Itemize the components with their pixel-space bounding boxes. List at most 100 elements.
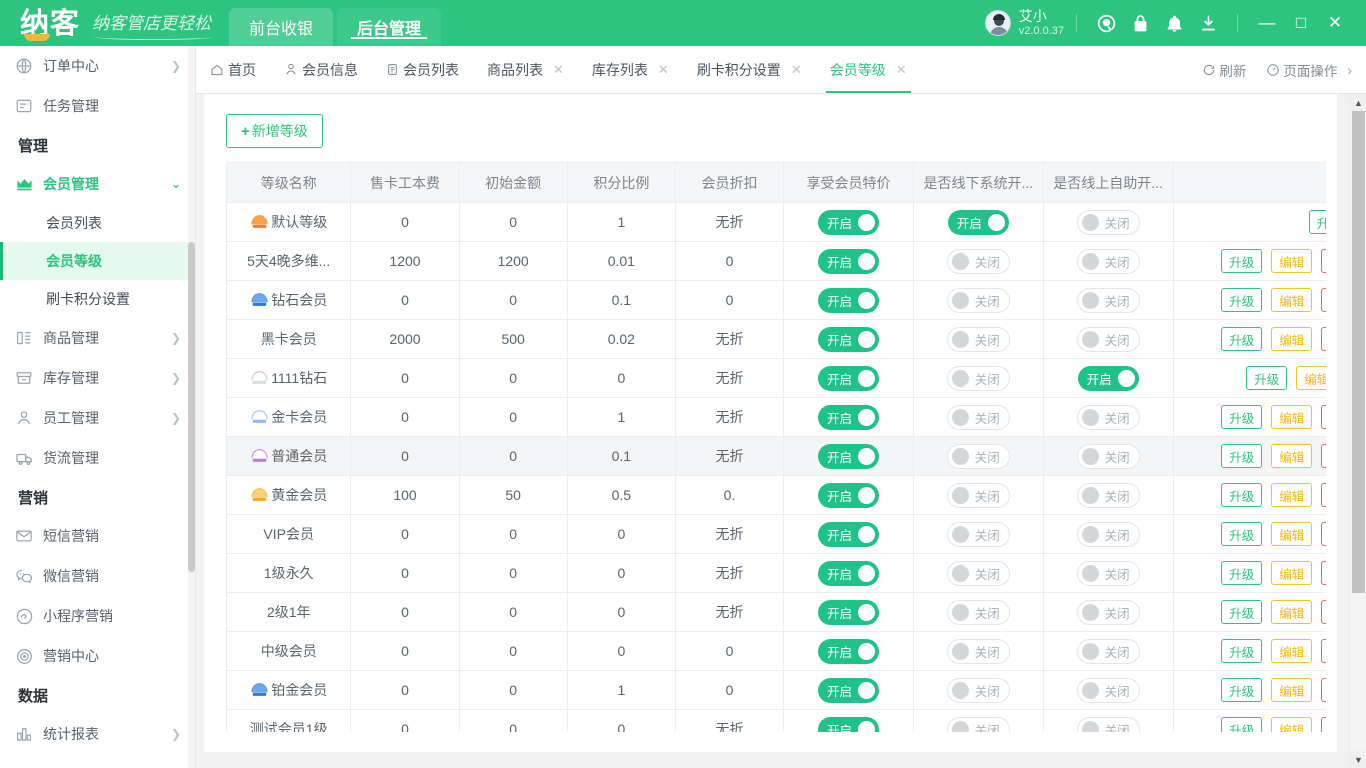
member-special-toggle[interactable]: 开启 — [817, 248, 879, 274]
upgrade-button[interactable]: 升级 — [1221, 405, 1263, 429]
member-special-toggle[interactable]: 开启 — [817, 209, 879, 235]
delete-button[interactable]: 删除 — [1321, 444, 1326, 468]
sidebar-item-order-center[interactable]: 订单中心 ❯ — [0, 46, 195, 86]
col-online-self[interactable]: 是否线上自助开... — [1042, 162, 1174, 203]
upgrade-button[interactable]: 升级 — [1221, 678, 1263, 702]
member-special-toggle[interactable]: 开启 — [817, 443, 879, 469]
content-scrollbar-thumb[interactable] — [1352, 111, 1365, 593]
scroll-up-arrow-icon[interactable]: ▲ — [1350, 94, 1366, 111]
table-row[interactable]: VIP会员000无折开启关闭关闭升级编辑删除门店线下开卡限制 — [226, 514, 1326, 554]
upgrade-button[interactable]: 升级 — [1221, 639, 1263, 663]
upgrade-button[interactable]: 升级 — [1221, 288, 1263, 312]
sidebar-item-card-points-settings[interactable]: 刷卡积分设置 — [0, 280, 195, 318]
user-menu[interactable]: 艾小 v2.0.0.37 — [984, 8, 1064, 37]
col-member-special[interactable]: 享受会员特价 — [783, 162, 914, 203]
table-row[interactable]: 默认等级001无折开启开启关闭升级编辑 — [226, 202, 1326, 242]
minimize-button[interactable]: — — [1258, 13, 1276, 32]
download-icon[interactable] — [1191, 6, 1225, 40]
table-row[interactable]: 铂金会员0010开启关闭关闭升级编辑删除门店线下开卡限制 — [226, 670, 1326, 710]
delete-button[interactable]: 删除 — [1321, 678, 1326, 702]
member-special-toggle[interactable]: 开启 — [817, 677, 879, 703]
offline-system-toggle[interactable]: 关闭 — [946, 326, 1010, 352]
sidebar-item-member-management[interactable]: 会员管理 ⌄ — [0, 164, 195, 204]
edit-button[interactable]: 编辑 — [1271, 561, 1313, 585]
online-self-toggle[interactable]: 关闭 — [1076, 209, 1140, 235]
offline-system-toggle[interactable]: 关闭 — [946, 638, 1010, 664]
offline-system-toggle[interactable]: 关闭 — [946, 443, 1010, 469]
close-icon[interactable]: ✕ — [790, 61, 802, 77]
delete-button[interactable]: 删除 — [1321, 717, 1326, 732]
offline-system-toggle[interactable]: 开启 — [947, 209, 1009, 235]
headset-support-icon[interactable] — [1089, 6, 1123, 40]
sidebar-item-task-management[interactable]: 任务管理 — [0, 86, 195, 126]
member-special-toggle[interactable]: 开启 — [817, 638, 879, 664]
tab-card-points-settings[interactable]: 刷卡积分设置 ✕ — [683, 46, 816, 93]
add-level-button[interactable]: + 新增等级 — [226, 114, 323, 148]
bell-notification-icon[interactable] — [1157, 6, 1191, 40]
edit-button[interactable]: 编辑 — [1271, 522, 1313, 546]
member-special-toggle[interactable]: 开启 — [817, 716, 879, 732]
table-row[interactable]: 金卡会员001无折开启关闭关闭升级编辑删除门店线下开卡限制 — [226, 397, 1326, 437]
offline-system-toggle[interactable]: 关闭 — [946, 599, 1010, 625]
member-special-toggle[interactable]: 开启 — [817, 521, 879, 547]
sidebar-item-marketing-center[interactable]: 营销中心 — [0, 636, 195, 676]
tab-home[interactable]: 首页 — [196, 46, 270, 93]
tab-member-info[interactable]: 会员信息 — [270, 46, 372, 93]
tab-member-level[interactable]: 会员等级 ✕ — [816, 46, 921, 93]
delete-button[interactable]: 删除 — [1321, 522, 1326, 546]
online-self-toggle[interactable]: 关闭 — [1076, 404, 1140, 430]
online-self-toggle[interactable]: 关闭 — [1076, 482, 1140, 508]
edit-button[interactable]: 编辑 — [1271, 483, 1313, 507]
upgrade-button[interactable]: 升级 — [1221, 249, 1263, 273]
content-scrollbar[interactable]: ▲ ▼ — [1349, 94, 1366, 768]
online-self-toggle[interactable]: 关闭 — [1076, 443, 1140, 469]
upgrade-button[interactable]: 升级 — [1221, 444, 1263, 468]
col-member-discount[interactable]: 会员折扣 — [674, 162, 785, 203]
offline-system-toggle[interactable]: 关闭 — [946, 365, 1010, 391]
sidebar-item-statistics-reports[interactable]: 统计报表 ❯ — [0, 714, 195, 754]
table-row[interactable]: 1111钻石000无折开启关闭开启升级编辑门店线下开卡限制 — [226, 358, 1326, 398]
sidebar-scrollbar[interactable] — [188, 46, 195, 768]
table-row[interactable]: 中级会员0000开启关闭关闭升级编辑删除门店线下开卡限制 — [226, 631, 1326, 671]
member-special-toggle[interactable]: 开启 — [817, 560, 879, 586]
upgrade-button[interactable]: 升级 — [1221, 717, 1263, 732]
table-row[interactable]: 1级永久000无折开启关闭关闭升级编辑删除门店线下开卡限制 — [226, 553, 1326, 593]
sidebar-item-logistics-management[interactable]: 货流管理 — [0, 438, 195, 478]
online-self-toggle[interactable]: 关闭 — [1076, 716, 1140, 732]
offline-system-toggle[interactable]: 关闭 — [946, 404, 1010, 430]
offline-system-toggle[interactable]: 关闭 — [946, 677, 1010, 703]
member-special-toggle[interactable]: 开启 — [817, 404, 879, 430]
edit-button[interactable]: 编辑 — [1271, 288, 1313, 312]
sidebar-item-member-list[interactable]: 会员列表 — [0, 204, 195, 242]
col-level-name[interactable]: 等级名称 — [226, 162, 352, 203]
edit-button[interactable]: 编辑 — [1271, 327, 1313, 351]
delete-button[interactable]: 删除 — [1321, 600, 1326, 624]
upgrade-button[interactable]: 升级 — [1221, 600, 1263, 624]
tab-inventory-list[interactable]: 库存列表 ✕ — [578, 46, 683, 93]
col-initial-amount[interactable]: 初始金额 — [458, 162, 568, 203]
upgrade-button[interactable]: 升级 — [1221, 561, 1263, 585]
member-special-toggle[interactable]: 开启 — [817, 482, 879, 508]
member-special-toggle[interactable]: 开启 — [817, 287, 879, 313]
scroll-down-arrow-icon[interactable]: ▼ — [1350, 751, 1366, 768]
member-special-toggle[interactable]: 开启 — [817, 599, 879, 625]
tab-goods-list[interactable]: 商品列表 ✕ — [473, 46, 578, 93]
delete-button[interactable]: 删除 — [1321, 327, 1326, 351]
maximize-button[interactable]: □ — [1295, 13, 1307, 32]
offline-system-toggle[interactable]: 关闭 — [946, 521, 1010, 547]
sidebar-item-miniprogram-marketing[interactable]: 小程序营销 — [0, 596, 195, 636]
online-self-toggle[interactable]: 关闭 — [1076, 560, 1140, 586]
upgrade-button[interactable]: 升级 — [1221, 327, 1263, 351]
edit-button[interactable]: 编辑 — [1271, 249, 1313, 273]
delete-button[interactable]: 删除 — [1321, 639, 1326, 663]
close-icon[interactable]: ✕ — [657, 61, 669, 77]
online-self-toggle[interactable]: 关闭 — [1076, 248, 1140, 274]
edit-button[interactable]: 编辑 — [1271, 405, 1313, 429]
table-row[interactable]: 5天4晚多维...120012000.010开启关闭关闭升级编辑删除门店线下开卡… — [226, 241, 1326, 281]
upgrade-button[interactable]: 升级 — [1308, 210, 1326, 234]
offline-system-toggle[interactable]: 关闭 — [946, 248, 1010, 274]
